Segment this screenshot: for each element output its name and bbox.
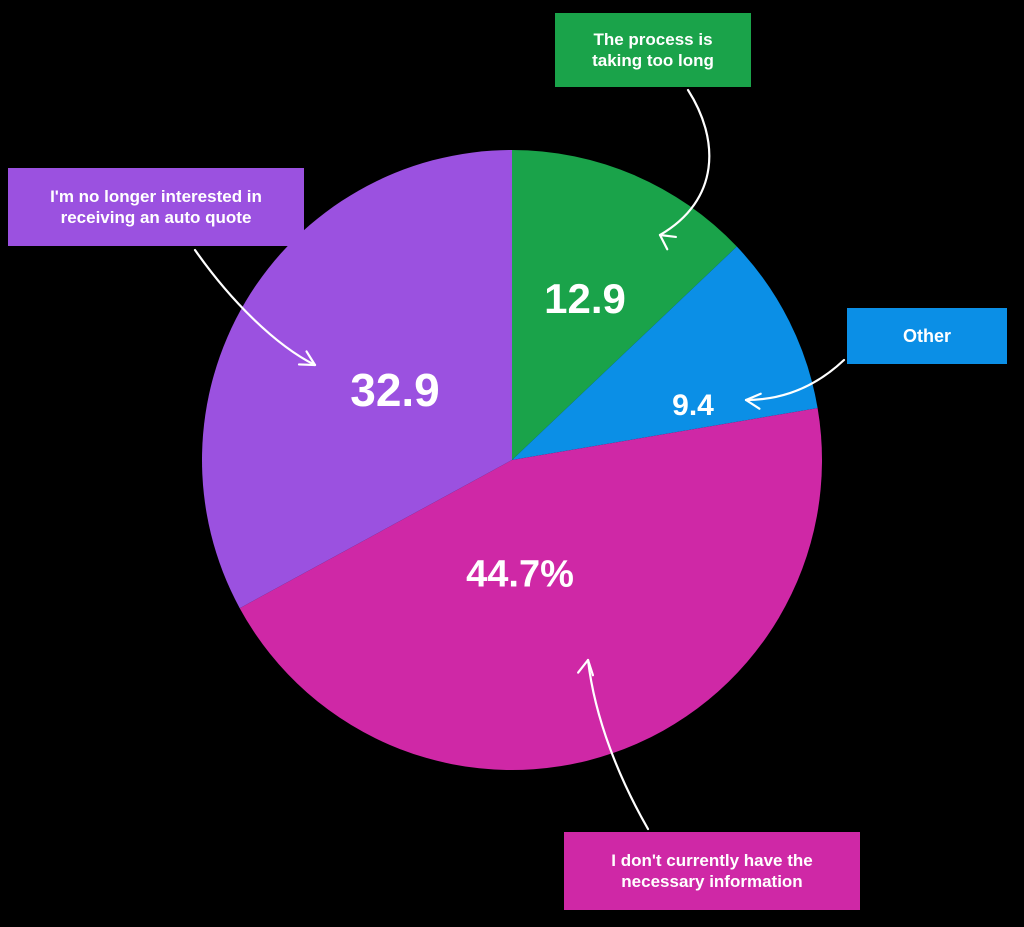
- callout-label-no-info: I don't currently have the necessary inf…: [564, 832, 860, 910]
- pie-chart-svg: [0, 0, 1024, 927]
- slice-value-other: 9.4: [672, 389, 714, 423]
- callout-label-not-interested: I'm no longer interested in receiving an…: [8, 168, 304, 246]
- callout-label-too-long: The process is taking too long: [555, 13, 751, 87]
- slice-value-not-interested: 32.9: [350, 363, 440, 417]
- slice-value-no-info: 44.7%: [466, 554, 574, 597]
- pie-chart-container: 12.9 9.4 44.7% 32.9 The process is taking to…: [0, 0, 1024, 927]
- slice-value-too-long: 12.9: [544, 275, 626, 323]
- callout-label-other: Other: [847, 308, 1007, 364]
